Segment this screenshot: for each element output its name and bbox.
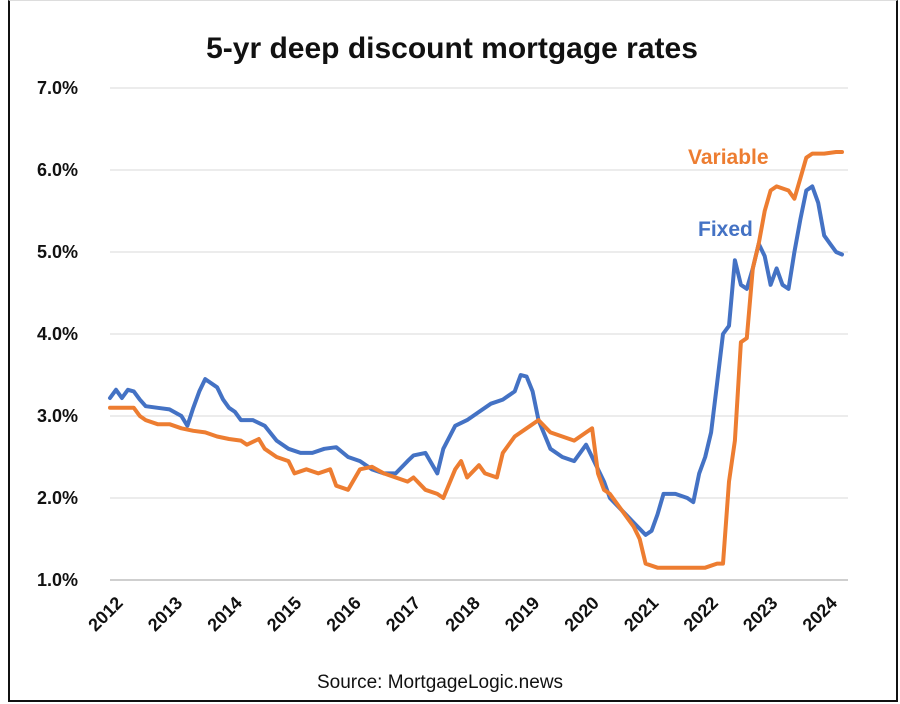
x-tick-label: 2020	[560, 593, 602, 635]
source-note: Source: MortgageLogic.news	[317, 672, 563, 693]
x-axis-ticks: 2012 2013 2014 2015 2016 2017 2018 2019 2020 2021…	[84, 593, 841, 635]
chart-border	[8, 0, 898, 702]
chart-title: 5-yr deep discount mortgage rates	[206, 32, 698, 65]
x-tick-label: 2016	[322, 593, 364, 635]
x-tick-label: 2015	[263, 593, 305, 635]
x-tick-label: 2023	[739, 593, 781, 635]
x-tick-label: 2018	[441, 593, 483, 635]
y-tick-label: 5.0%	[37, 242, 78, 262]
x-tick-label: 2021	[620, 593, 662, 635]
x-tick-label: 2019	[501, 593, 543, 635]
series-labels: Variable Fixed	[688, 146, 769, 241]
series-lines	[108, 150, 844, 570]
y-tick-label: 7.0%	[37, 78, 78, 98]
x-tick-label: 2014	[203, 593, 245, 635]
x-tick-label: 2024	[799, 593, 841, 635]
y-tick-label: 2.0%	[37, 488, 78, 508]
x-tick-label: 2022	[680, 593, 722, 635]
series-line-variable	[108, 150, 844, 570]
y-tick-label: 1.0%	[37, 570, 78, 590]
x-tick-label: 2017	[382, 593, 424, 635]
series-label-variable: Variable	[688, 146, 769, 169]
y-axis-ticks: 1.0% 2.0% 3.0% 4.0% 5.0% 6.0% 7.0%	[37, 78, 78, 590]
y-tick-label: 3.0%	[37, 406, 78, 426]
y-tick-label: 6.0%	[37, 160, 78, 180]
series-label-fixed: Fixed	[698, 218, 753, 241]
y-tick-label: 4.0%	[37, 324, 78, 344]
x-tick-label: 2012	[84, 593, 126, 635]
x-tick-label: 2013	[144, 593, 186, 635]
